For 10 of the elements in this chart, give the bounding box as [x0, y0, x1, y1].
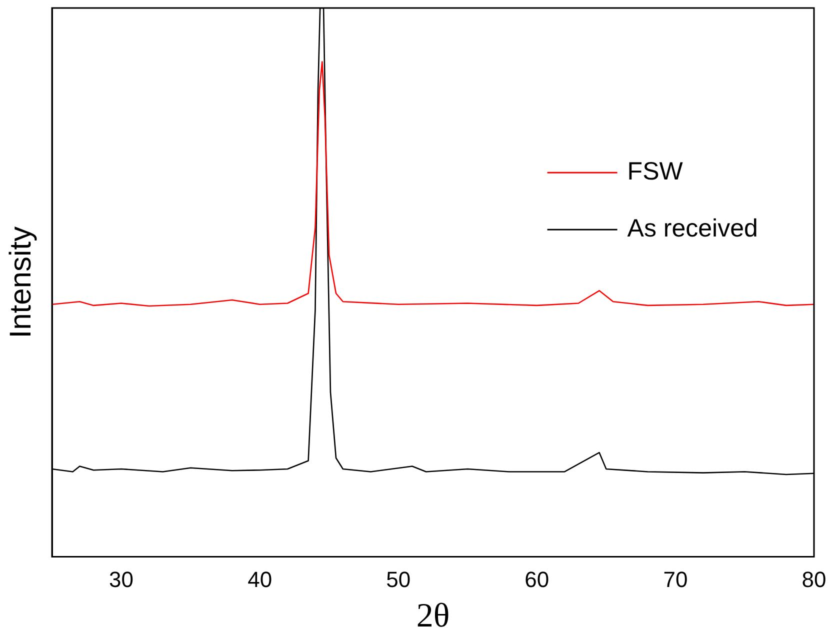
- x-tick-label: 40: [248, 567, 272, 592]
- x-tick-label: 30: [109, 567, 134, 592]
- legend-label: FSW: [627, 158, 684, 186]
- x-tick-label: 70: [663, 567, 688, 592]
- x-tick-label: 80: [802, 567, 826, 592]
- x-tick-label: 60: [524, 567, 550, 592]
- legend-label: As received: [627, 214, 758, 243]
- y-axis-title: Intensity: [4, 226, 38, 338]
- x-tick-label: 50: [386, 567, 411, 592]
- x-axis-title: 2θ: [416, 598, 450, 635]
